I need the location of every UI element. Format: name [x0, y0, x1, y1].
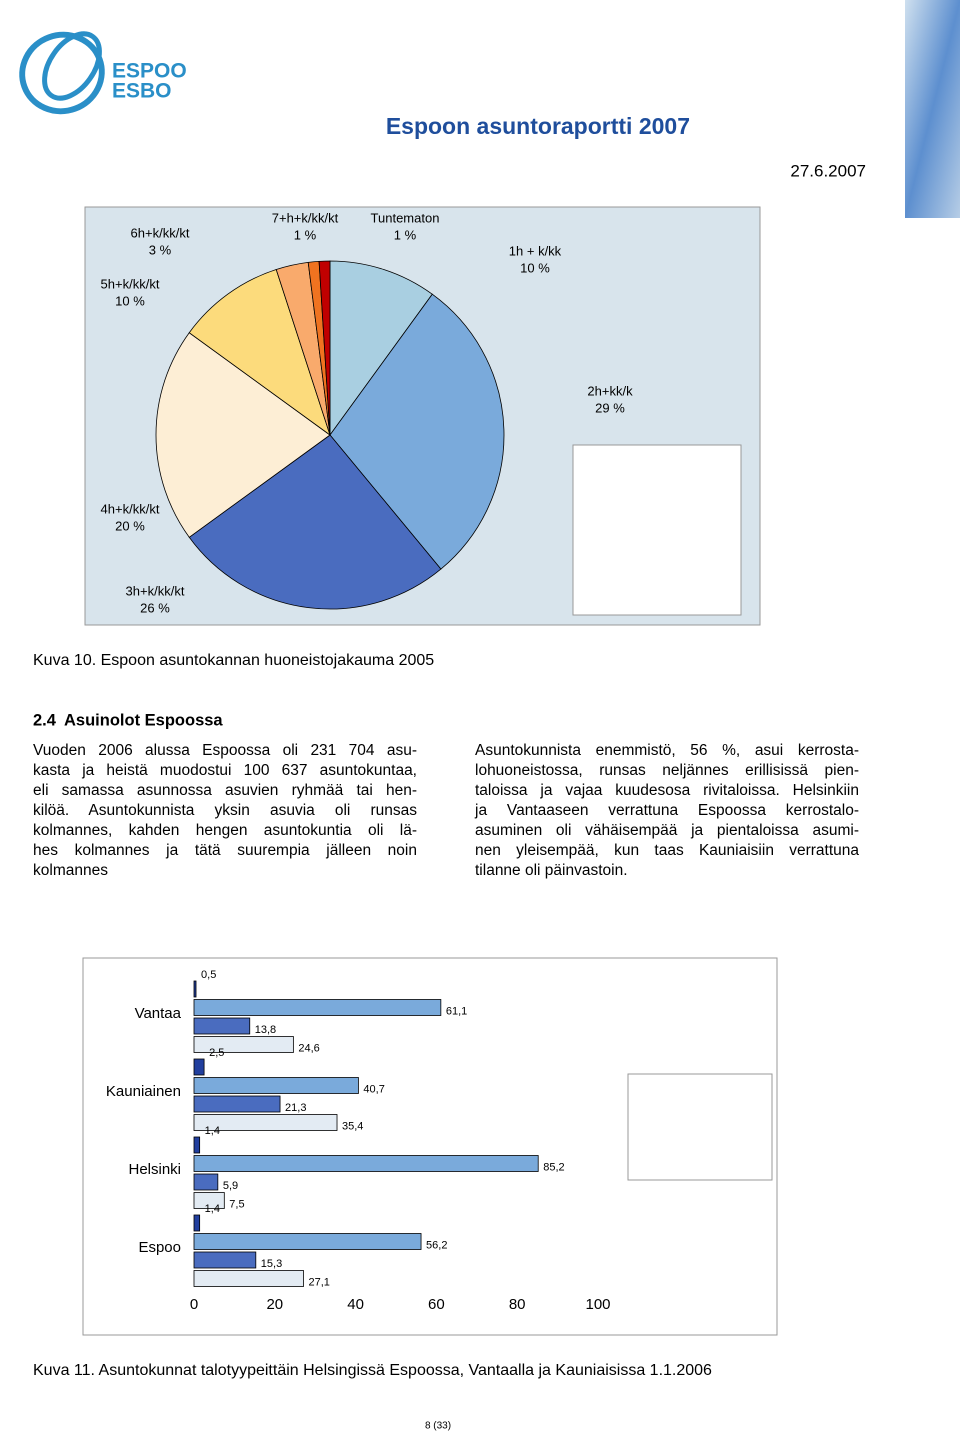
text-line: lohuoneistossa, runsas neljännes erillis…: [475, 762, 859, 779]
bar-value-label: 0,5: [201, 969, 216, 981]
bar-value-label: 85,2: [543, 1161, 564, 1173]
x-tick-label: 60: [428, 1296, 445, 1313]
slice-value-label: 20 %: [115, 518, 145, 533]
bar: [193, 1251, 257, 1269]
pie-slice: [155, 332, 331, 538]
text-column: Asuntokunnista enemmistö, 56 %, asui ker…: [475, 741, 859, 881]
pie-slice: [329, 260, 433, 437]
bar: [193, 1214, 201, 1232]
slice-label: 7+h+k/kk/kt: [272, 210, 339, 225]
bar-value-label: 61,1: [446, 1005, 467, 1017]
category-label: Kauniainen: [106, 1083, 181, 1100]
bar: [193, 999, 442, 1016]
bar-value-label: 24,6: [298, 1042, 319, 1054]
text-line: nen yleisempää, kun taas Kauniaisiin ver…: [475, 842, 859, 859]
bar: [193, 1270, 304, 1287]
bar: [193, 1036, 294, 1053]
pie-slice: [188, 434, 442, 610]
slice-value-label: 1 %: [394, 227, 417, 242]
doc-date: 27.6.2007: [790, 161, 866, 180]
bar-value-label: 5,9: [223, 1180, 238, 1192]
bar: [193, 1095, 281, 1113]
slice-label: 2h+kk/k: [587, 383, 633, 398]
bar-value-label: 35,4: [342, 1120, 363, 1132]
bar: [193, 1077, 359, 1094]
pie-legend: [572, 444, 742, 616]
bar-value-label: 1,4: [205, 1125, 220, 1137]
text-line: kolmannes: [33, 862, 108, 879]
slice-value-label: 29 %: [595, 400, 625, 415]
category-label: Helsinki: [128, 1161, 181, 1178]
bar-value-label: 21,3: [285, 1102, 306, 1114]
section-title: Asuinolot Espoossa: [64, 711, 223, 729]
text-line: kolmannes, kahden hengen asuntokuntia ol…: [33, 822, 417, 839]
bar: [193, 1233, 422, 1250]
bar: [193, 1155, 539, 1172]
text-line: asuminen oli vähäisempää ja pientaloissa…: [475, 822, 859, 839]
section-number: 2.4: [33, 711, 57, 729]
bar-value-label: 40,7: [363, 1083, 384, 1095]
slice-label: 1h + k/kk: [509, 243, 562, 258]
pie-slice: [318, 260, 331, 436]
page-number: 8 (33): [425, 1421, 451, 1432]
bar-value-label: 13,8: [255, 1024, 276, 1036]
doc-title: Espoon asuntoraportti 2007: [386, 113, 690, 139]
slice-label: Tuntematon: [371, 210, 440, 225]
text-line: kasta ja heistä muodostui 100 637 asunto…: [33, 762, 417, 779]
category-label: Espoo: [138, 1239, 181, 1256]
slice-label: 5h+k/kk/kt: [101, 276, 160, 291]
x-tick-label: 40: [347, 1296, 364, 1313]
bar: [193, 980, 197, 998]
text-line: tilanne oli päinvastoin.: [475, 862, 628, 879]
bar-value-label: 1,4: [205, 1203, 220, 1215]
text-line: taloissa ja vajaa kuudesosa rivitaloissa…: [475, 782, 859, 799]
pie-slice: [329, 293, 505, 570]
x-tick-label: 80: [509, 1296, 526, 1313]
decor-stripe: [905, 0, 960, 218]
bar-value-label: 7,5: [229, 1198, 244, 1210]
x-tick-label: 20: [266, 1296, 283, 1313]
logo: [19, 31, 105, 115]
slice-value-label: 10 %: [115, 293, 145, 308]
bar-value-label: 15,3: [261, 1258, 282, 1270]
bar: [193, 1173, 219, 1191]
text-line: Asuntokunnista enemmistö, 56 %, asui ker…: [475, 742, 859, 759]
bar-value-label: 2,5: [209, 1047, 224, 1059]
bar-legend: [627, 1073, 773, 1181]
category-label: Vantaa: [135, 1005, 182, 1022]
caption: Kuva 10. Espoon asuntokannan huoneistoja…: [33, 652, 434, 669]
bar: [193, 1114, 338, 1131]
slice-value-label: 1 %: [294, 227, 317, 242]
text-line: hes kolmannes ja tätä suurempia jälleen …: [33, 842, 417, 859]
bar: [193, 1058, 205, 1076]
bar: [193, 1192, 225, 1209]
x-tick-label: 0: [190, 1296, 198, 1313]
bar-value-label: 56,2: [426, 1239, 447, 1251]
slice-value-label: 3 %: [149, 242, 172, 257]
text-column: Vuoden 2006 alussa Espoossa oli 231 704 …: [33, 741, 417, 881]
slice-label: 6h+k/kk/kt: [131, 225, 190, 240]
bar: [193, 1136, 201, 1154]
text-line: eli samassa asunnossa asuvien ryhmää tai…: [33, 782, 417, 799]
slice-value-label: 10 %: [520, 260, 550, 275]
bar-value-label: 27,1: [308, 1276, 329, 1288]
slice-value-label: 26 %: [140, 600, 170, 615]
text-line: Vuoden 2006 alussa Espoossa oli 231 704 …: [33, 742, 417, 759]
text-line: kilöä. Asuntokunnista yksin asuvia oli r…: [33, 802, 417, 819]
text-line: ja Vantaaseen verrattuna Espoossa kerros…: [475, 802, 859, 819]
x-tick-label: 100: [585, 1296, 610, 1313]
slice-label: 4h+k/kk/kt: [101, 501, 160, 516]
caption: Kuva 11. Asuntokunnat talotyypeittäin He…: [33, 1362, 712, 1379]
logo-text: ESPOO: [112, 60, 187, 83]
logo-text: ESBO: [112, 80, 172, 103]
pie-slice: [188, 269, 331, 437]
bar: [193, 1017, 251, 1035]
slice-label: 3h+k/kk/kt: [126, 583, 185, 598]
